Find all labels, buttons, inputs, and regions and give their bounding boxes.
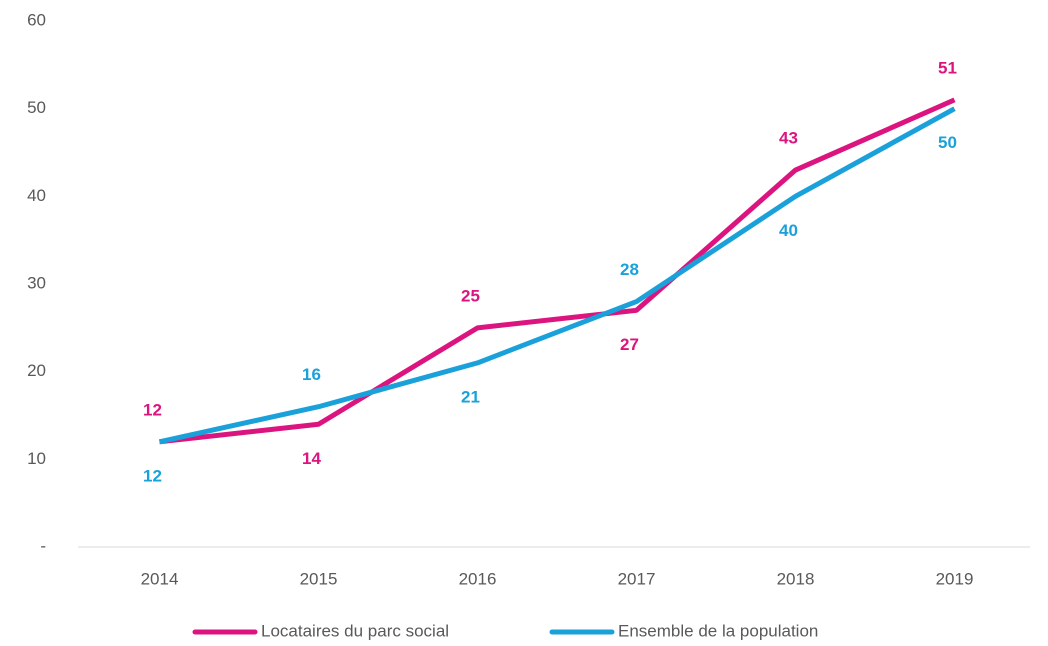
data-label: 25 bbox=[461, 286, 480, 305]
data-label: 51 bbox=[938, 58, 957, 77]
x-tick-label: 2014 bbox=[141, 569, 179, 588]
data-label: 28 bbox=[620, 260, 639, 279]
data-label: 27 bbox=[620, 335, 639, 354]
data-label: 12 bbox=[143, 466, 162, 485]
x-tick-label: 2017 bbox=[618, 569, 656, 588]
data-label: 14 bbox=[302, 449, 321, 468]
data-label: 21 bbox=[461, 387, 480, 406]
data-label: 40 bbox=[779, 221, 798, 240]
legend-label: Ensemble de la population bbox=[618, 621, 818, 640]
y-tick-label: 30 bbox=[27, 273, 46, 292]
y-tick-label: - bbox=[40, 536, 46, 555]
data-label: 16 bbox=[302, 365, 321, 384]
y-tick-label: 60 bbox=[27, 10, 46, 29]
y-tick-label: 20 bbox=[27, 361, 46, 380]
data-label: 43 bbox=[779, 129, 798, 148]
data-label: 12 bbox=[143, 400, 162, 419]
y-tick-label: 40 bbox=[27, 186, 46, 205]
y-tick-label: 50 bbox=[27, 98, 46, 117]
x-tick-label: 2019 bbox=[936, 569, 974, 588]
data-label: 50 bbox=[938, 133, 957, 152]
series-line bbox=[158, 106, 956, 445]
x-tick-label: 2016 bbox=[459, 569, 497, 588]
x-tick-label: 2018 bbox=[777, 569, 815, 588]
x-tick-label: 2015 bbox=[300, 569, 338, 588]
legend-label: Locataires du parc social bbox=[261, 621, 449, 640]
y-tick-label: 10 bbox=[27, 449, 46, 468]
series-line bbox=[159, 97, 956, 445]
